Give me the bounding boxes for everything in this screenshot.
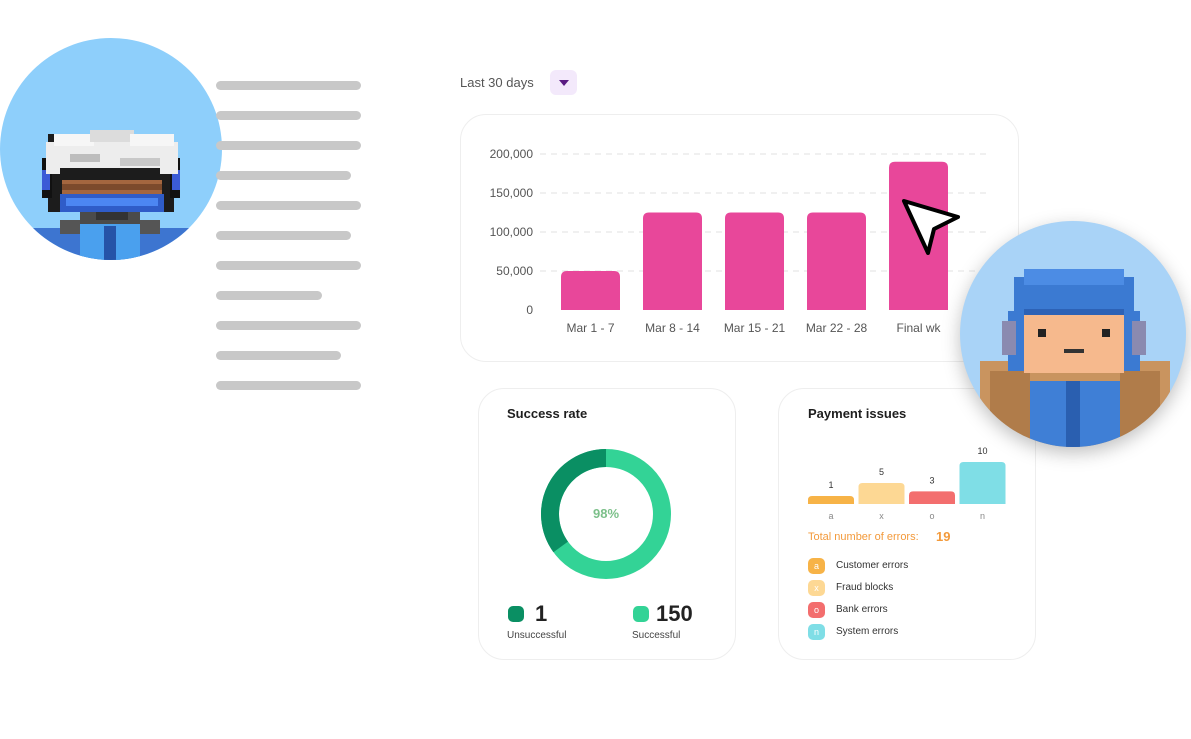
issue-value-label: 5	[879, 467, 884, 477]
legend-badge-fraud: x	[808, 580, 825, 596]
bar[interactable]	[643, 212, 702, 311]
bar[interactable]	[725, 212, 784, 311]
bar[interactable]	[561, 271, 620, 310]
issue-category-label: x	[879, 511, 884, 521]
payment-issues-title: Payment issues	[808, 406, 907, 421]
placeholder-line	[216, 261, 361, 270]
placeholder-line	[216, 171, 351, 180]
issue-bar[interactable]	[858, 483, 905, 504]
successful-dot	[633, 606, 649, 622]
legend-badge-bank: o	[808, 602, 825, 618]
legend-label-system: System errors	[836, 626, 899, 637]
date-range-label: Last 30 days	[460, 75, 534, 90]
avatar-left	[0, 38, 222, 260]
placeholder-line	[216, 111, 361, 120]
success-rate-donut: 98%	[541, 449, 671, 579]
mouse-pointer-icon	[902, 199, 960, 255]
bar[interactable]	[807, 212, 866, 311]
pixel-avatar-helmet-icon	[30, 130, 190, 260]
placeholder-line	[216, 321, 361, 330]
x-tick-label: Mar 22 - 28	[806, 321, 868, 335]
revenue-bar-chart: 200,000 150,000 100,000 50,000 0 Mar 1 - 7 Mar…	[490, 147, 990, 335]
payment-issues-bar-chart: 1 a 5 x 3 o 10 n	[808, 446, 1006, 521]
successful-label: Successful	[632, 630, 681, 641]
x-tick-label: Mar 15 - 21	[724, 321, 786, 335]
unsuccessful-dot	[508, 606, 524, 622]
success-rate-title: Success rate	[507, 406, 588, 421]
date-range-dropdown[interactable]	[550, 70, 577, 95]
issue-value-label: 3	[929, 475, 934, 485]
legend-label-bank: Bank errors	[836, 604, 888, 615]
y-tick-label: 100,000	[490, 225, 534, 239]
x-tick-label: Mar 1 - 7	[566, 321, 614, 335]
legend-label-fraud: Fraud blocks	[836, 582, 894, 593]
issue-bar[interactable]	[959, 462, 1006, 504]
placeholder-line	[216, 231, 351, 240]
issue-category-label: n	[980, 511, 985, 521]
total-errors-label: Total number of errors:	[808, 531, 919, 543]
placeholder-line	[216, 201, 361, 210]
x-tick-label: Mar 8 - 14	[645, 321, 700, 335]
placeholder-line	[216, 351, 341, 360]
pixel-avatar-parka-icon	[980, 269, 1170, 447]
legend-badge-system: n	[808, 624, 825, 640]
x-tick-label: Final wk	[896, 321, 941, 335]
y-tick-label: 50,000	[496, 264, 533, 278]
issue-category-label: a	[828, 511, 833, 521]
issue-value-label: 10	[977, 446, 987, 456]
legend-label-customer: Customer errors	[836, 560, 909, 571]
y-tick-label: 200,000	[490, 147, 534, 161]
total-errors-value: 19	[936, 529, 951, 544]
issue-bar[interactable]	[808, 496, 854, 504]
issue-value-label: 1	[828, 480, 833, 490]
issue-category-label: o	[929, 511, 934, 521]
placeholder-line	[216, 291, 322, 300]
unsuccessful-arc	[541, 449, 607, 553]
caret-down-icon	[559, 80, 569, 86]
placeholder-line	[216, 141, 361, 150]
y-tick-label: 0	[526, 303, 533, 317]
placeholder-line	[216, 381, 361, 390]
y-tick-label: 150,000	[490, 186, 534, 200]
unsuccessful-label: Unsuccessful	[507, 630, 567, 641]
unsuccessful-count: 1	[535, 601, 548, 626]
success-percent: 98%	[593, 506, 619, 521]
issue-bar[interactable]	[909, 491, 955, 504]
avatar-right	[960, 221, 1186, 447]
legend-badge-customer: a	[808, 558, 825, 574]
successful-count: 150	[656, 601, 693, 626]
placeholder-line	[216, 81, 361, 90]
